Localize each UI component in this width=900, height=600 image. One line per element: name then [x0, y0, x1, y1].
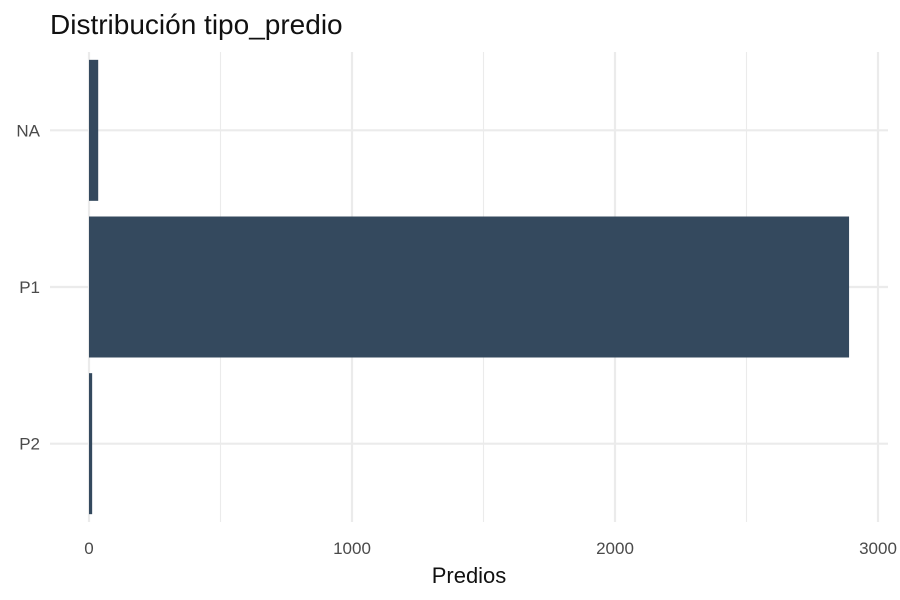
bars-layer — [89, 59, 850, 515]
x-tick-label: 2000 — [596, 539, 634, 558]
y-tick-label: P2 — [19, 435, 40, 454]
y-tick-labels: NA P1 P2 — [16, 121, 40, 453]
chart-title: Distribución tipo_predio — [50, 9, 343, 40]
x-axis-label: Predios — [432, 563, 507, 588]
y-tick-label: P1 — [19, 278, 40, 297]
bar-p2 — [89, 373, 93, 515]
y-tick-label: NA — [16, 121, 40, 140]
x-tick-label: 3000 — [859, 539, 897, 558]
x-tick-label: 1000 — [333, 539, 371, 558]
bar-na — [89, 59, 99, 201]
x-tick-labels: 0 1000 2000 3000 — [84, 539, 897, 558]
x-tick-label: 0 — [84, 539, 93, 558]
bar-p1 — [89, 216, 850, 358]
